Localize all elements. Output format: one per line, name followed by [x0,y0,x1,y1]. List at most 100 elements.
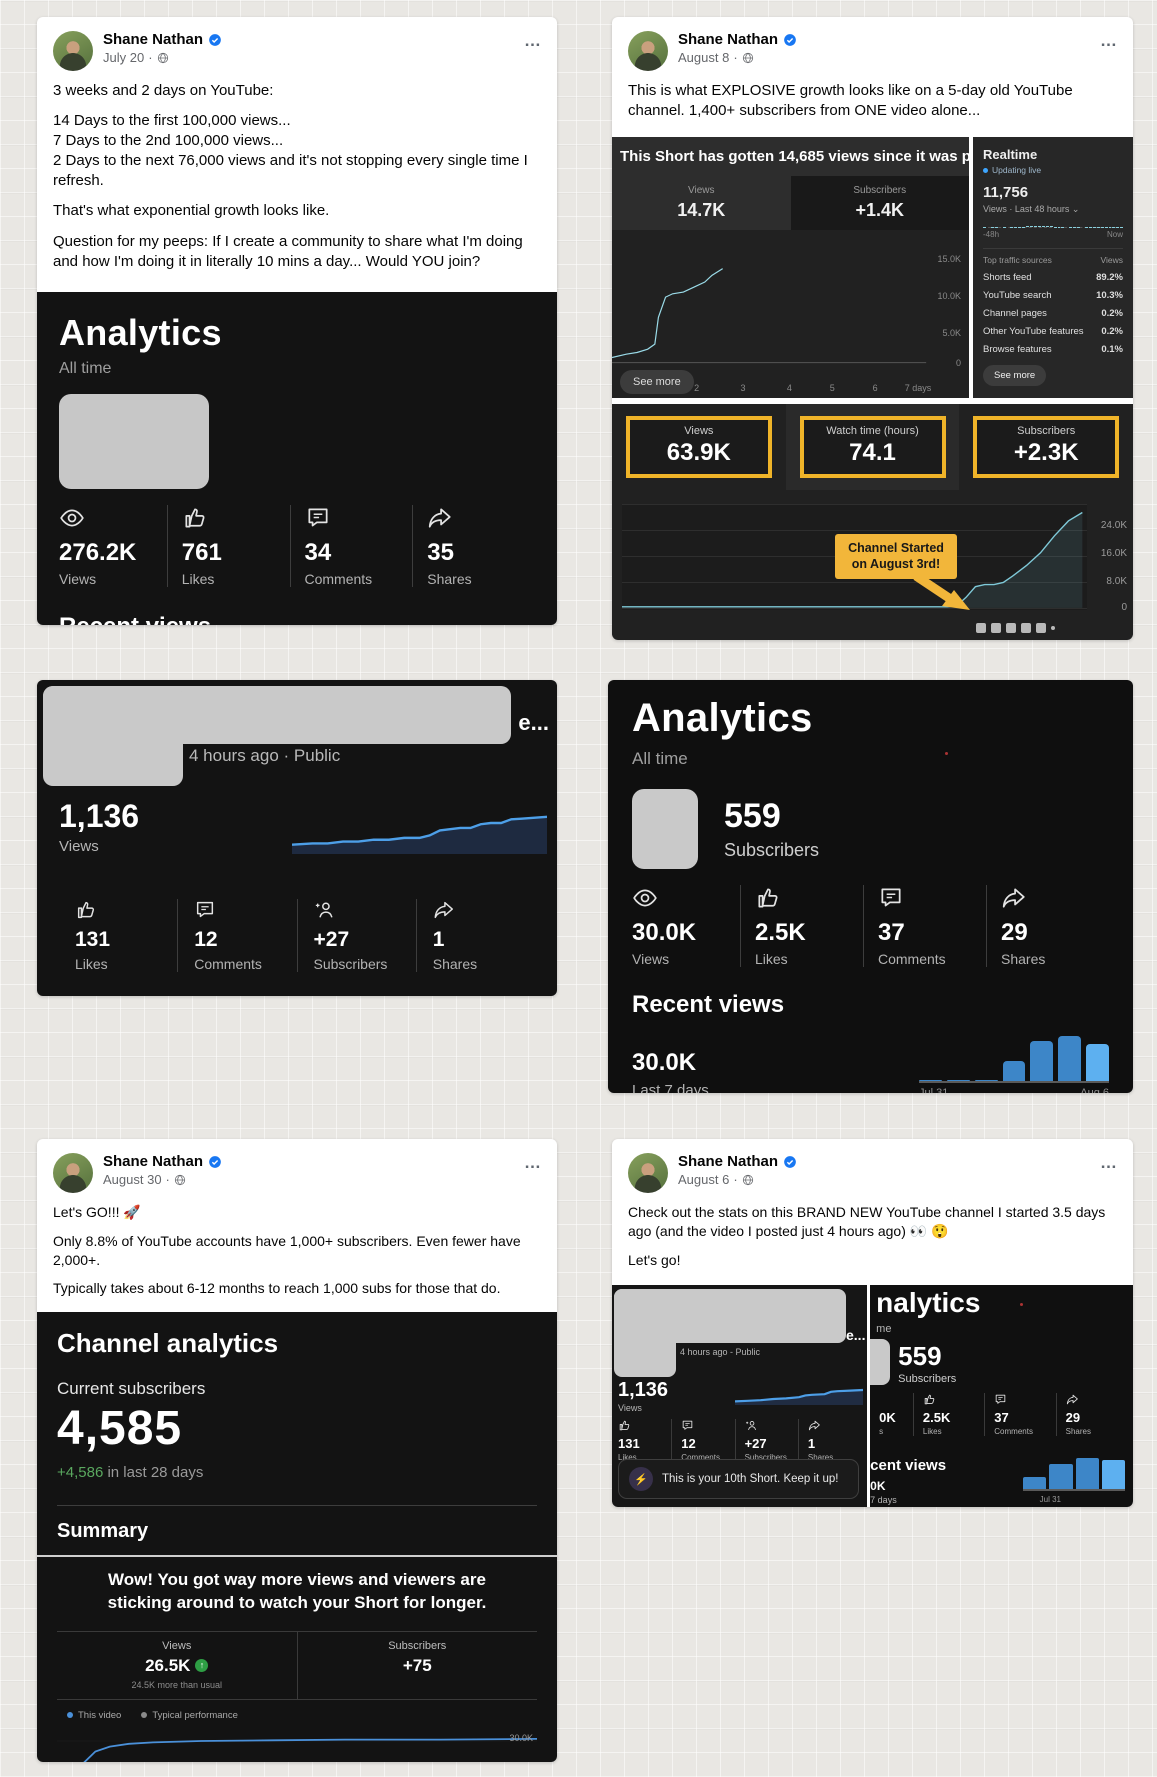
post-header: Shane Nathan August 30 · … [37,1139,557,1199]
stat-label: Likes [75,956,108,972]
stat-label: Likes [755,951,788,967]
stat-value: +27 [744,1436,767,1452]
share-icon [1002,888,1025,908]
stat-value: 131 [75,928,111,951]
stat-views: 30.0K Views [632,885,740,967]
metric-value: +75 [402,1655,432,1675]
realtime-title: Realtime [983,147,1038,163]
recent-views-value-cropped: 0K [870,1479,886,1494]
share-icon [429,508,451,528]
author-name[interactable]: Shane Nathan [678,31,779,48]
post-text: 3 weeks and 2 days on YouTube: [53,82,274,99]
stat-value: 761 [181,538,222,566]
stats-row: 30.0K Views 2.5K Likes 37 Comments 29 Sh… [632,885,1109,967]
traffic-row: Shorts feed 89.2% [983,272,1123,283]
facebook-post-july-20: Shane Nathan July 20 · … 3 weeks and 2 da… [37,17,557,625]
metric-subscribers[interactable]: Subscribers +75 [296,1631,538,1699]
page-dot[interactable] [976,623,986,633]
redacted-thumbnail [59,393,209,489]
subscriber-delta-range: in last 28 days [103,1464,204,1481]
redacted-channel-avatar [870,1339,891,1386]
see-more-button[interactable]: See more [983,365,1047,386]
post-menu-button[interactable]: … [1100,31,1119,50]
y-tick: 0 [955,357,961,368]
analytics-screenshot-composite[interactable]: e... 4 hours ago - Public 1,136 Views 13… [612,1285,1133,1507]
thumbs-up-icon [77,901,95,919]
page-dot[interactable] [1021,623,1031,633]
tab-subscribers[interactable]: Subscribers +1.4K [790,176,969,231]
stat-shares: 29 Shares [986,885,1109,967]
thumbs-up-icon [924,1394,935,1405]
recent-views-heading: Recent views [59,613,535,625]
verified-badge-icon [784,1155,796,1168]
stat-subscribers: +27 Subscribers [296,899,416,972]
views-line-chart [735,1375,864,1406]
tab-views[interactable]: Views 14.7K [612,176,791,231]
globe-icon [174,1174,185,1185]
stat-subscribers: +27 Subscribers [734,1419,798,1463]
recording-dot [945,752,948,755]
stat-value: 276.2K [59,538,137,566]
post-menu-button[interactable]: … [1100,1153,1119,1172]
summary-heading: Summary [57,1520,149,1542]
post-menu-button[interactable]: … [524,1153,543,1172]
page-dot[interactable] [991,623,1001,633]
x-tick: 2 [694,383,700,393]
y-tick: 5.0K [942,327,961,338]
x-tick: 5 [829,383,835,393]
axis-end: Aug 6 [1080,1087,1109,1093]
y-tick: 15.0K [937,253,961,264]
metric-subscribers: Subscribers +2.3K [959,404,1133,490]
metric-label: Views [162,1639,192,1652]
stat-label: Views [632,951,670,967]
author-name[interactable]: Shane Nathan [678,1153,779,1170]
avatar[interactable] [53,31,93,71]
tab-label: Subscribers [853,185,907,197]
verified-badge-icon [209,33,221,46]
channel-analytics-screenshot[interactable]: Channel analytics Current subscribers 4,… [37,1312,557,1762]
redacted-thumbnail [43,686,183,786]
analytics-screenshot-collage: This Short has gotten 14,685 views since… [612,137,1133,640]
page-dot[interactable] [1006,623,1016,633]
author-name[interactable]: Shane Nathan [103,31,204,48]
stat-comments: 12 Comments [671,1419,734,1463]
share-icon [1066,1394,1078,1405]
avatar[interactable] [628,1153,668,1193]
see-more-button[interactable]: See more [620,370,694,394]
views-label: Views [59,838,99,855]
comparison-line-chart: 30.0K 20.0K [57,1727,537,1762]
recent-views-value: 30.0K [632,1049,697,1076]
avatar[interactable] [628,31,668,71]
share-icon [808,1420,820,1431]
post-date: August 6 [678,1172,730,1187]
stat-value: 0K [879,1410,896,1426]
metric-views[interactable]: Views 26.5K ↑ 24.5K more than usual [57,1632,297,1699]
bar-chart [919,1029,1110,1083]
page-dot[interactable] [1036,623,1046,633]
current-subscribers-value: 4,585 [57,1402,183,1455]
recent-views-range: Last 7 days [632,1082,709,1093]
subscriber-count: 559 [724,797,781,835]
legend-label: Typical performance [152,1709,238,1721]
post-body: This is what EXPLOSIVE growth looks like… [612,77,1133,137]
short-views-headline: This Short has gotten 14,685 views since… [612,137,969,177]
recent-views-section: Recent views 30.0K Last 7 days Jul 31 Au… [632,991,1110,1093]
page-dot[interactable] [1051,626,1055,630]
metric-value: 63.9K [666,439,731,466]
axis-start: Jul 31 [1039,1495,1061,1504]
highlighted-metrics: Views 63.9K Watch time (hours) 74.1 Subs… [612,404,1133,490]
stat-value: 1 [807,1436,816,1452]
author-name[interactable]: Shane Nathan [103,1153,204,1170]
shorts-icon: ⚡ [629,1467,653,1491]
avatar[interactable] [53,1153,93,1193]
analytics-screenshot[interactable]: Analytics All time 276.2K Views 761 Like… [37,291,557,625]
metric-views: Views 63.9K [612,404,786,490]
axis-start: Jul 31 [919,1087,949,1093]
post-menu-button[interactable]: … [524,31,543,50]
analytics-screenshot: Analytics All time 559 Subscribers 30.0K… [608,680,1133,1093]
subscriber-label: Subscribers [724,840,820,860]
analytics-title: Analytics [59,311,222,353]
realtime-range-select[interactable]: Views · Last 48 hours ⌄ [983,204,1080,215]
truncated-title-ellipsis[interactable]: e... [518,710,549,735]
views-value: 1,136 [618,1379,669,1402]
